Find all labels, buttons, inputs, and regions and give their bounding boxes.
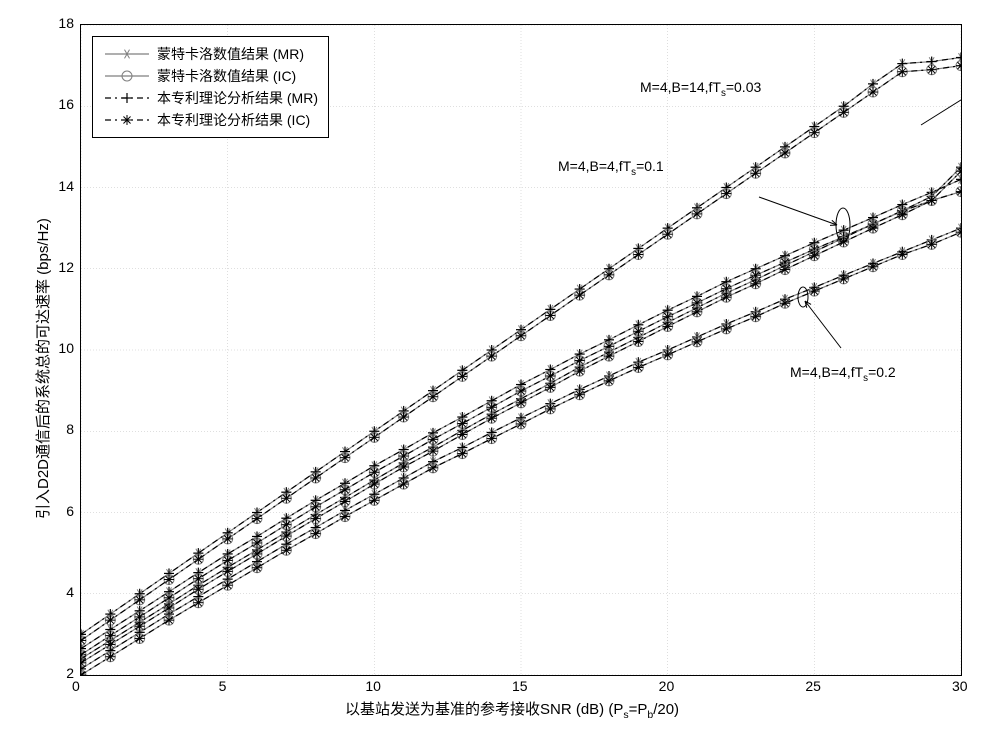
- annotation-part: M=4,B=14,fT: [640, 79, 721, 95]
- annotation-label: M=4,B=4,fTs=0.2: [790, 364, 896, 384]
- x-tick-label: 25: [805, 678, 821, 694]
- legend-label: 本专利理论分析结果 (IC): [151, 110, 310, 130]
- x-tick-label: 10: [365, 678, 381, 694]
- legend-label: 蒙特卡洛数值结果 (MR): [151, 44, 304, 64]
- legend-label: 本专利理论分析结果 (MR): [151, 88, 318, 108]
- annotation-part: =0.2: [868, 364, 896, 380]
- y-axis-label-text: 引入D2D通信后的系统总的可达速率 (bps/Hz): [35, 218, 52, 519]
- x-axis-label-part: /20): [653, 701, 679, 718]
- annotation-part: M=4,B=4,fT: [558, 158, 631, 174]
- annotation-part: =0.03: [726, 79, 761, 95]
- y-tick-label: 2: [66, 665, 74, 681]
- legend-item: 蒙特卡洛数值结果 (IC): [103, 65, 318, 87]
- y-tick-label: 14: [58, 178, 74, 194]
- legend-item: 本专利理论分析结果 (IC): [103, 109, 318, 131]
- x-axis-label: 以基站发送为基准的参考接收SNR (dB) (Ps=Pb/20): [345, 698, 679, 721]
- x-tick-label: 15: [512, 678, 528, 694]
- annotation-label: M=4,B=14,fTs=0.03: [640, 79, 761, 99]
- legend-swatch: [103, 88, 151, 108]
- y-tick-label: 4: [66, 584, 74, 600]
- y-tick-label: 6: [66, 503, 74, 519]
- legend-swatch: [103, 66, 151, 86]
- y-tick-label: 12: [58, 259, 74, 275]
- y-axis-label: 引入D2D通信后的系统总的可达速率 (bps/Hz): [32, 218, 53, 519]
- x-axis-label-part: =P: [629, 701, 648, 718]
- x-axis-label-part: 以基站发送为基准的参考接收SNR (dB) (P: [345, 701, 623, 718]
- y-tick-label: 16: [58, 96, 74, 112]
- legend: 蒙特卡洛数值结果 (MR)蒙特卡洛数值结果 (IC)本专利理论分析结果 (MR)…: [92, 36, 329, 138]
- legend-swatch: [103, 44, 151, 64]
- x-tick-label: 5: [219, 678, 227, 694]
- legend-swatch: [103, 110, 151, 130]
- annotation-part: M=4,B=4,fT: [790, 364, 863, 380]
- x-tick-label: 30: [952, 678, 968, 694]
- legend-label: 蒙特卡洛数值结果 (IC): [151, 66, 296, 86]
- legend-item: 本专利理论分析结果 (MR): [103, 87, 318, 109]
- annotation-part: =0.1: [636, 158, 664, 174]
- x-tick-label: 20: [659, 678, 675, 694]
- y-tick-label: 18: [58, 15, 74, 31]
- figure: 引入D2D通信后的系统总的可达速率 (bps/Hz) 以基站发送为基准的参考接收…: [0, 0, 1000, 736]
- annotation-label: M=4,B=4,fTs=0.1: [558, 158, 664, 178]
- y-tick-label: 10: [58, 340, 74, 356]
- legend-item: 蒙特卡洛数值结果 (MR): [103, 43, 318, 65]
- y-tick-label: 8: [66, 421, 74, 437]
